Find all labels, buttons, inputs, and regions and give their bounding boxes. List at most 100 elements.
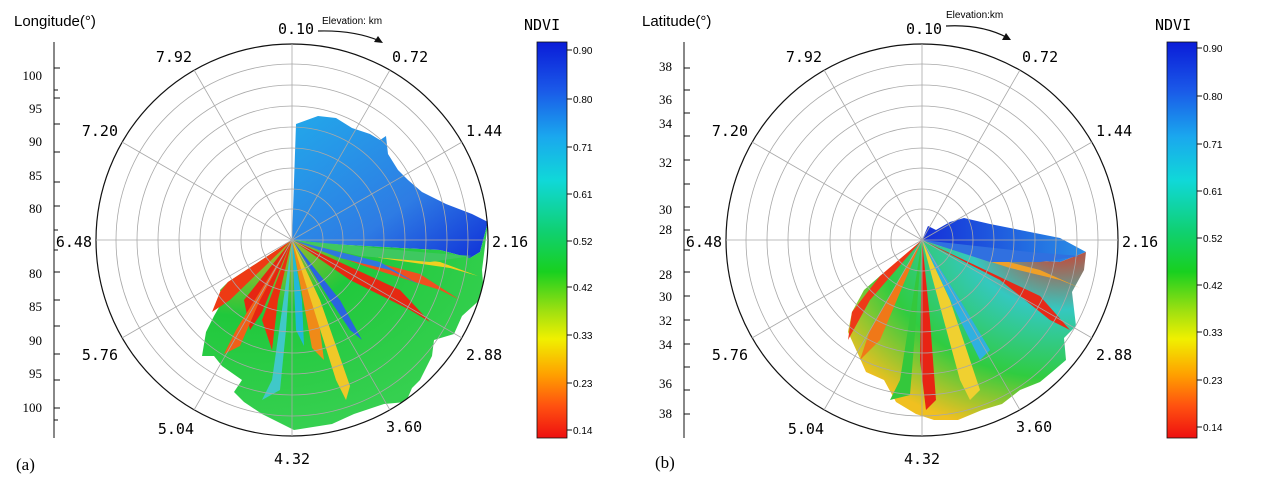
radial-tick-label: 90 xyxy=(29,333,42,348)
colorbar-tick-label: 0.33 xyxy=(1203,328,1223,339)
colorbar-tick-label: 0.80 xyxy=(1203,92,1223,103)
colorbar-tick-label: 0.42 xyxy=(573,283,593,294)
radial-tick-label: 100 xyxy=(23,68,43,83)
panel-b-radial-title: Latitude(°) xyxy=(642,13,711,30)
radial-tick-label: 85 xyxy=(29,299,42,314)
radial-tick-label: 28 xyxy=(659,222,672,237)
angular-tick-label: 2.88 xyxy=(466,346,502,364)
angular-tick-label: 2.16 xyxy=(1122,233,1158,251)
panel-b-streak xyxy=(922,240,980,400)
panel-a-elevation-arrow: Elevation: km xyxy=(317,16,383,43)
angular-tick-label: 2.88 xyxy=(1096,346,1132,364)
angular-tick-label: 5.76 xyxy=(712,346,748,364)
colorbar-tick-label: 0.90 xyxy=(1203,44,1223,55)
colorbar-tick-label: 0.14 xyxy=(573,426,593,437)
colorbar-tick-label: 0.71 xyxy=(573,143,593,154)
angular-tick-label: 1.44 xyxy=(466,122,502,140)
colorbar-tick-label: 0.23 xyxy=(573,379,593,390)
panel-b-streak xyxy=(922,240,1080,262)
angular-tick-label: 5.76 xyxy=(82,346,118,364)
radial-tick-label: 38 xyxy=(659,406,672,421)
panel-b-grid xyxy=(725,43,1119,437)
angular-tick-label: 0.72 xyxy=(1022,48,1058,66)
angular-tick-label: 1.44 xyxy=(1096,122,1132,140)
panel-b-streak xyxy=(920,240,936,410)
radial-tick-label: 30 xyxy=(659,202,672,217)
angular-tick-label: 5.04 xyxy=(158,420,194,438)
panel-b-ndvi-surface xyxy=(848,218,1086,420)
angular-tick-label: 7.20 xyxy=(82,122,118,140)
panel-b: 38 36 34 32 30 28 28 30 32 34 36 38 Lati… xyxy=(642,10,1158,472)
colorbar-tick-label: 0.14 xyxy=(1203,423,1223,434)
colorbar-tick-label: 0.42 xyxy=(1203,281,1223,292)
panel-b-elevation-arrow: Elevation:km xyxy=(945,10,1011,40)
radial-tick-label: 30 xyxy=(659,289,672,304)
panel-a-colorbar-title: NDVI xyxy=(524,16,560,34)
panel-b-label: (b) xyxy=(655,453,675,472)
angular-tick-label: 2.16 xyxy=(492,233,528,251)
panel-b-elevation-title: Elevation:km xyxy=(946,10,1003,21)
colorbar-tick-label: 0.71 xyxy=(1203,140,1223,151)
radial-tick-label: 34 xyxy=(659,116,673,131)
angular-tick-label: 6.48 xyxy=(686,233,722,251)
colorbar-tick-label: 0.52 xyxy=(1203,234,1223,245)
radial-tick-label: 28 xyxy=(659,267,672,282)
panel-b-colorbar: NDVI 0.90 0.80 0.71 0.61 0.52 0.42 0.33 … xyxy=(1155,16,1223,439)
panel-a-label: (a) xyxy=(16,455,35,474)
radial-tick-label: 80 xyxy=(29,266,42,281)
angular-tick-label: 3.60 xyxy=(1016,418,1052,436)
panel-a-region-blue xyxy=(292,116,488,258)
panel-a-radial-title: Longitude(°) xyxy=(14,13,96,30)
radial-tick-label: 95 xyxy=(29,101,42,116)
panel-a-colorbar: NDVI 0.90 0.80 0.71 0.61 0.52 0.42 0.33 … xyxy=(524,16,593,439)
panel-a-streak xyxy=(292,240,362,340)
panel-b-streak xyxy=(922,240,1070,330)
angular-tick-label: 6.48 xyxy=(56,233,92,251)
panel-a-radial-axis: 100 95 90 85 80 80 85 90 95 100 xyxy=(23,42,60,438)
angular-tick-label: 4.32 xyxy=(274,450,310,468)
panel-b-streak xyxy=(890,240,922,400)
colorbar-tick-label: 0.80 xyxy=(573,95,593,106)
colorbar-tick-label: 0.61 xyxy=(1203,187,1223,198)
panel-a-streak xyxy=(292,240,304,346)
radial-tick-label: 95 xyxy=(29,366,42,381)
angular-tick-label: 3.60 xyxy=(386,418,422,436)
radial-tick-label: 32 xyxy=(659,313,672,328)
colorbar-tick-label: 0.52 xyxy=(573,237,593,248)
panel-a-streak xyxy=(212,240,292,312)
panel-a-streak xyxy=(224,240,292,354)
angular-tick-label: 7.92 xyxy=(786,48,822,66)
panel-a-streak xyxy=(292,240,472,262)
panel-a-streak xyxy=(292,240,350,400)
angular-tick-label: 5.04 xyxy=(788,420,824,438)
radial-tick-label: 90 xyxy=(29,134,42,149)
panel-a-streak xyxy=(262,240,292,400)
panel-a-elevation-title: Elevation: km xyxy=(322,16,382,27)
angular-tick-label: 0.10 xyxy=(278,20,314,38)
panel-a-streak xyxy=(292,240,430,322)
radial-tick-label: 85 xyxy=(29,168,42,183)
angular-tick-label: 0.10 xyxy=(906,20,942,38)
panel-b-streak xyxy=(860,240,922,360)
colorbar-tick-label: 0.33 xyxy=(573,331,593,342)
angular-tick-label: 7.20 xyxy=(712,122,748,140)
radial-tick-label: 34 xyxy=(659,337,673,352)
radial-tick-label: 32 xyxy=(659,155,672,170)
panel-b-angular-ticks: 0.10 0.72 1.44 2.16 2.88 3.60 4.32 5.04 … xyxy=(686,20,1158,468)
panel-a-streak xyxy=(292,240,420,285)
radial-tick-label: 36 xyxy=(659,92,673,107)
colorbar-tick-label: 0.90 xyxy=(573,46,593,57)
panel-a: 100 95 90 85 80 80 85 90 95 100 Longitud… xyxy=(14,13,528,474)
radial-tick-label: 100 xyxy=(23,400,43,415)
panel-a-ndvi-surface xyxy=(202,116,488,430)
panel-a-streak xyxy=(262,240,292,350)
radial-tick-label: 80 xyxy=(29,201,42,216)
panel-a-grid xyxy=(95,43,489,437)
angular-tick-label: 7.92 xyxy=(156,48,192,66)
panel-a-angular-ticks: 0.10 0.72 1.44 2.16 2.88 3.60 4.32 5.04 … xyxy=(56,20,528,468)
colorbar-tick-label: 0.61 xyxy=(573,190,593,201)
angular-tick-label: 4.32 xyxy=(904,450,940,468)
angular-tick-label: 0.72 xyxy=(392,48,428,66)
radial-tick-label: 36 xyxy=(659,376,673,391)
